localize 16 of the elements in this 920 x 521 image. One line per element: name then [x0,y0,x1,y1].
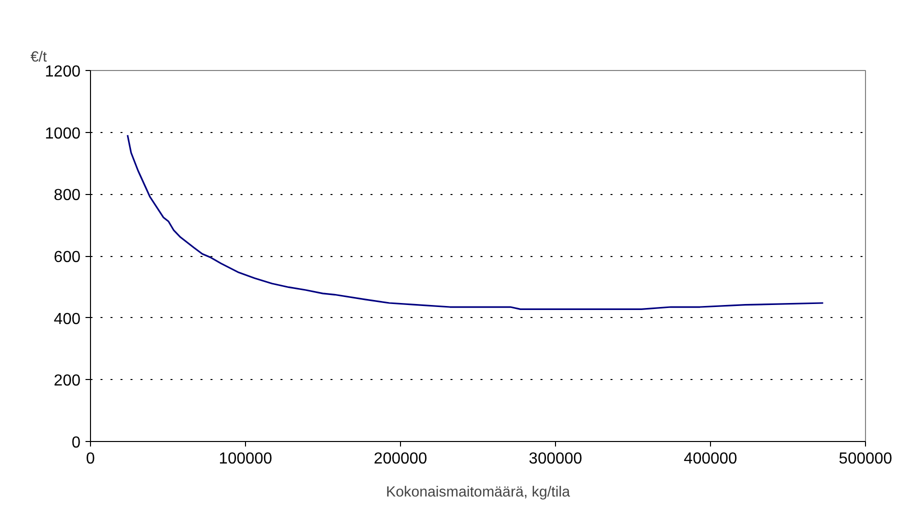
x-tick-label: 100000 [218,450,272,468]
x-tick-label: 400000 [684,450,738,468]
y-tick-label: 1200 [44,64,81,80]
y-tick-label: 1000 [44,125,81,142]
y-tick-label: 600 [54,249,81,266]
x-axis-title: Kokonaismaitomäärä, kg/tila [386,484,571,500]
x-tick-label: 500000 [838,450,892,468]
x-tick-label: 0 [86,450,96,468]
y-tick-label: 0 [72,434,81,452]
y-tick-label: 800 [54,187,81,204]
x-tick-label: 300000 [528,450,582,468]
y-axis-title: €/t [30,50,47,66]
x-tick-label: 200000 [374,450,428,468]
y-tick-label: 400 [54,310,81,328]
line-series [126,134,824,310]
y-tick-label: 200 [54,372,81,390]
